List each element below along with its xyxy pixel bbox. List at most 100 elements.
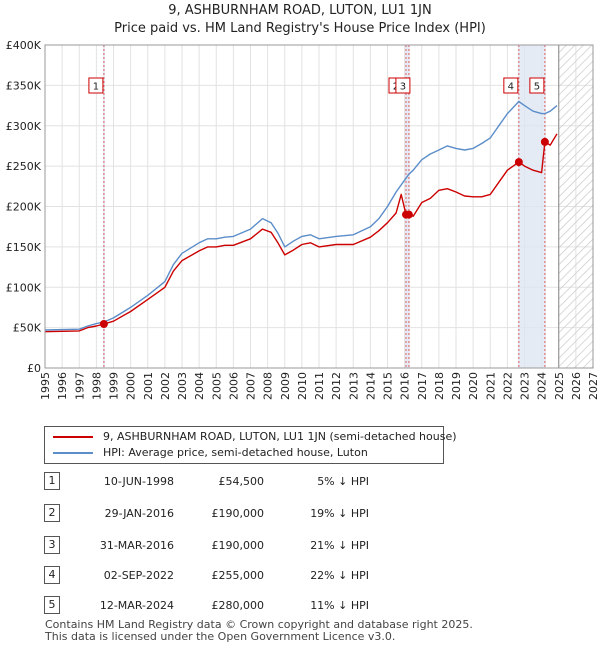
transaction-date: 10-JUN-1998 — [103, 475, 174, 488]
x-tick-label: 1998 — [90, 372, 103, 400]
marker-box — [88, 77, 104, 94]
chart-subtitle: Price paid vs. HM Land Registry's House … — [114, 21, 486, 36]
transaction-date: 29-JAN-2016 — [104, 507, 174, 520]
transaction-hpi: 21% ↓ HPI — [310, 539, 369, 552]
legend: 9, ASHBURNHAM ROAD, LUTON, LU1 1JN (semi… — [44, 426, 457, 464]
transaction-number: 3 — [44, 536, 60, 554]
x-tick-label: 2009 — [279, 372, 292, 400]
x-tick-label: 2011 — [313, 372, 326, 400]
x-tick-label: 2027 — [587, 372, 600, 400]
x-tick-label: 1996 — [56, 372, 69, 400]
price-chart: 12345 £0£50K£100K£150K£200K£250K£300K£35… — [6, 39, 600, 400]
transaction-number: 5 — [44, 596, 60, 614]
x-tick-label: 2018 — [433, 372, 446, 400]
marker-label-1: 1 — [88, 77, 104, 94]
x-tick-label: 2004 — [193, 372, 206, 400]
chart-title-block: 9, ASHBURNHAM ROAD, LUTON, LU1 1JN Price… — [0, 2, 600, 38]
y-tick-label: £100K — [6, 281, 42, 294]
forecast-region — [558, 45, 593, 368]
axes — [44, 44, 594, 369]
table-row: 5 12-MAR-2024 £280,000 11% ↓ HPI — [44, 596, 384, 616]
x-tick-label: 2003 — [176, 372, 189, 400]
forecast-hatch — [558, 45, 593, 368]
x-tick-label: 2006 — [227, 372, 240, 400]
table-row: 1 10-JUN-1998 £54,500 5% ↓ HPI — [44, 472, 384, 492]
transaction-price: £255,000 — [211, 569, 265, 582]
sale-date-lines — [103, 45, 546, 368]
sale-shade — [404, 45, 410, 368]
legend-label-hpi: HPI: Average price, semi-detached house,… — [103, 446, 368, 459]
y-tick-label: £400K — [6, 39, 42, 52]
x-tick-label: 2026 — [570, 372, 583, 400]
x-tick-label: 2014 — [364, 372, 377, 400]
table-row: 2 29-JAN-2016 £190,000 19% ↓ HPI — [44, 504, 384, 524]
marker-label-5: 5 — [529, 77, 545, 94]
y-tick-label: £150K — [6, 241, 42, 254]
sale-point-4 — [514, 158, 523, 167]
legend-swatch-hpi — [53, 452, 93, 454]
sale-marker-labels: 12345 — [88, 77, 545, 94]
transaction-number: 2 — [44, 504, 60, 522]
transaction-price: £280,000 — [211, 599, 265, 612]
transaction-hpi: 5% ↓ HPI — [317, 475, 369, 488]
marker-label-3: 3 — [395, 77, 411, 94]
x-tick-label: 2021 — [484, 372, 497, 400]
x-tick-label: 2005 — [210, 372, 223, 400]
transaction-number: 4 — [44, 566, 60, 584]
x-tick-label: 2001 — [142, 372, 155, 400]
sale-points — [99, 137, 549, 328]
marker-number: 4 — [508, 82, 514, 93]
plot-frame — [44, 44, 594, 369]
sale-shade — [517, 45, 546, 368]
x-tick-label: 1995 — [39, 372, 52, 400]
x-tick-label: 2020 — [467, 372, 480, 400]
legend-label-property: 9, ASHBURNHAM ROAD, LUTON, LU1 1JN (semi… — [103, 430, 457, 443]
sale-point-3 — [404, 210, 413, 219]
x-tick-label: 2016 — [399, 372, 412, 400]
marker-number: 1 — [93, 82, 99, 93]
y-tick-label: £0 — [27, 362, 41, 375]
marker-label-4: 4 — [503, 77, 519, 94]
x-tick-label: 2023 — [519, 372, 532, 400]
marker-number: 3 — [400, 82, 406, 93]
chart-title: 9, ASHBURNHAM ROAD, LUTON, LU1 1JN — [168, 3, 432, 18]
transaction-hpi: 19% ↓ HPI — [310, 507, 369, 520]
transaction-date: 31-MAR-2016 — [99, 539, 174, 552]
footer-line-1: Contains HM Land Registry data © Crown c… — [45, 618, 473, 631]
series-hpi-line — [44, 100, 558, 331]
transaction-price: £190,000 — [211, 507, 265, 520]
y-tick-label: £50K — [13, 322, 42, 335]
marker-number: 5 — [534, 82, 540, 93]
footer-line-2: This data is licensed under the Open Gov… — [45, 630, 396, 643]
transaction-hpi: 11% ↓ HPI — [310, 599, 369, 612]
x-tick-label: 2022 — [501, 372, 514, 400]
y-tick-label: £250K — [6, 160, 42, 173]
x-tick-label: 1997 — [73, 372, 86, 400]
transaction-date: 02-SEP-2022 — [103, 569, 174, 582]
y-tick-labels: £0 £50K £100K £150K £200K £250K £300K £350K £400… — [6, 39, 42, 375]
x-tick-labels: 1995 1996 1997 1998 1999 2000 2001 2002 2003 2004… — [39, 372, 600, 400]
sale-point-5 — [540, 137, 549, 146]
table-row: 4 02-SEP-2022 £255,000 22% ↓ HPI — [44, 566, 384, 586]
x-tick-label: 2013 — [347, 372, 360, 400]
series-property-line — [44, 133, 558, 333]
x-tick-label: 2024 — [536, 372, 549, 400]
sale-shading — [102, 45, 546, 368]
x-tick-label: 2015 — [382, 372, 395, 400]
sale-point-1 — [99, 319, 108, 328]
y-tick-label: £350K — [6, 79, 42, 92]
marker-box — [395, 77, 411, 94]
transaction-number: 1 — [44, 472, 60, 490]
transaction-hpi: 22% ↓ HPI — [310, 569, 369, 582]
x-tick-label: 2002 — [159, 372, 172, 400]
y-tick-label: £300K — [6, 120, 42, 133]
legend-swatch-property — [53, 436, 93, 438]
x-tick-label: 2007 — [245, 372, 258, 400]
series-lines — [44, 100, 558, 333]
transaction-price: £190,000 — [211, 539, 265, 552]
x-tick-label: 1999 — [108, 372, 121, 400]
marker-box — [503, 77, 519, 94]
x-tick-label: 2019 — [450, 372, 463, 400]
footer-attribution: Contains HM Land Registry data © Crown c… — [45, 619, 473, 643]
transaction-price: £54,500 — [218, 475, 265, 488]
